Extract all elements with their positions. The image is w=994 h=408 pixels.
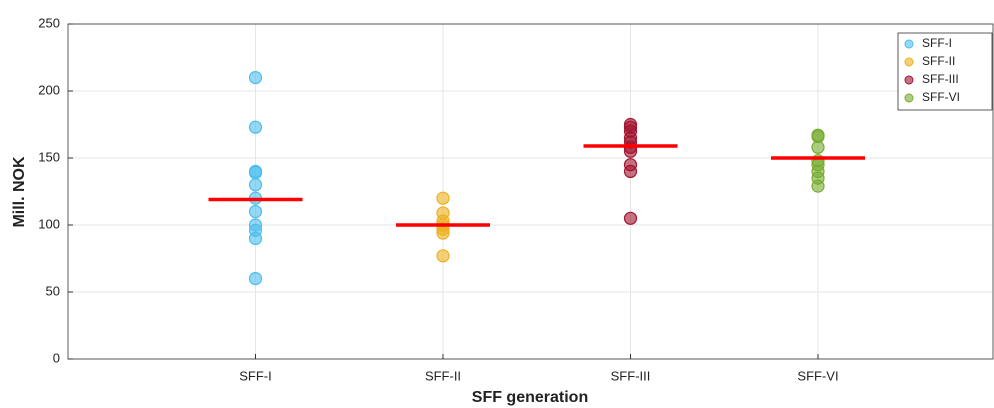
y-axis-title: Mill. NOK — [11, 156, 28, 228]
data-point — [248, 70, 263, 85]
y-tick-label: 250 — [38, 15, 60, 30]
x-tick-label: SFF-II — [425, 368, 461, 383]
y-tick-label: 50 — [46, 283, 60, 298]
data-point — [248, 120, 263, 134]
data-point — [248, 178, 263, 192]
data-point — [623, 164, 638, 178]
data-point — [811, 179, 825, 193]
y-tick-label: 200 — [38, 82, 60, 97]
legend-marker — [904, 39, 914, 49]
plot-frame — [67, 23, 994, 360]
y-tick-label: 100 — [38, 216, 60, 231]
data-point — [436, 191, 450, 205]
x-tick-label: SFF-III — [611, 368, 651, 383]
data-point — [811, 140, 825, 154]
legend-marker — [904, 93, 914, 103]
data-point — [623, 211, 638, 225]
data-point — [248, 166, 263, 180]
y-tick-label: 0 — [53, 350, 60, 365]
legend-box — [897, 32, 993, 111]
data-point — [248, 231, 263, 245]
y-tick-label: 150 — [38, 149, 60, 164]
x-axis-title: SFF generation — [472, 389, 588, 406]
legend-label: SFF-II — [922, 54, 955, 68]
data-point — [436, 249, 450, 263]
data-point — [436, 226, 450, 240]
legend-label: SFF-VI — [922, 90, 960, 104]
legend-marker — [904, 75, 914, 85]
data-point — [248, 205, 263, 219]
x-tick-label: SFF-VI — [797, 368, 838, 383]
legend-label: SFF-III — [922, 72, 959, 86]
data-point — [248, 272, 263, 286]
legend-label: SFF-I — [922, 36, 952, 50]
legend-marker — [904, 57, 914, 67]
x-tick-label: SFF-I — [239, 368, 272, 383]
